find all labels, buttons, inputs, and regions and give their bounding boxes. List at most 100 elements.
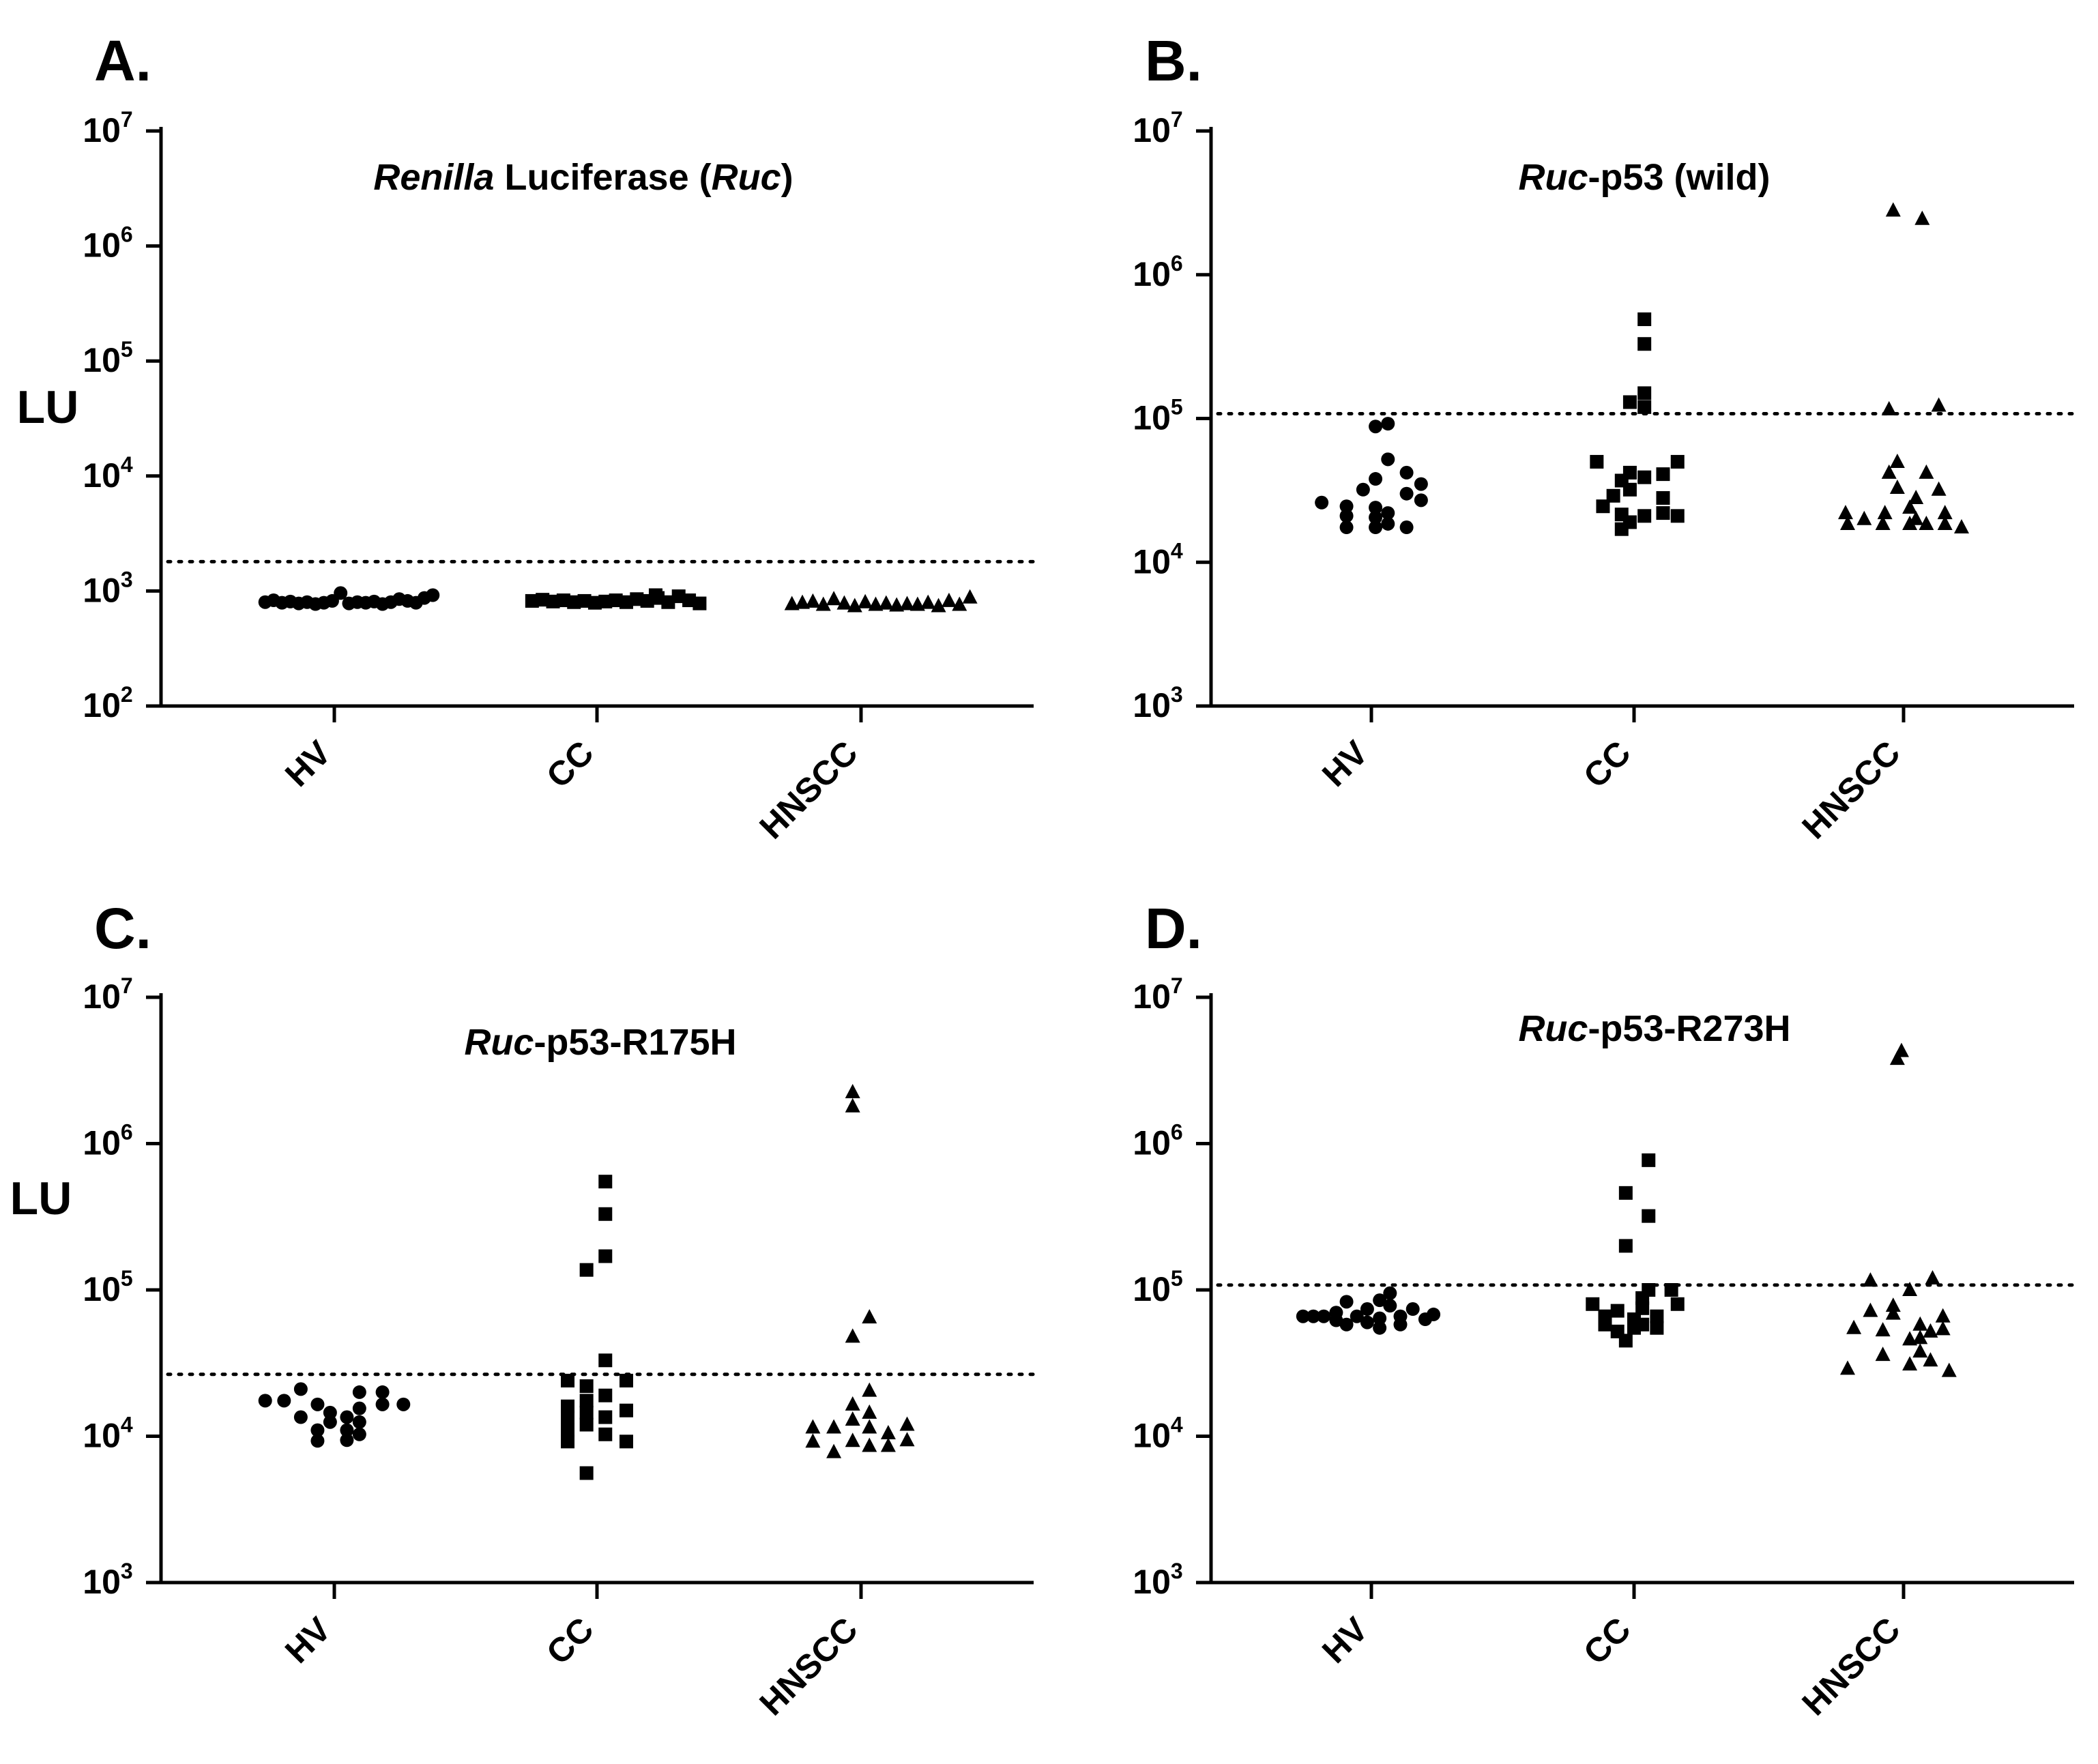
data-point-square (1642, 1283, 1656, 1297)
data-point-square (1637, 386, 1652, 400)
data-point-triangle (826, 591, 842, 606)
data-point-circle (293, 1382, 308, 1396)
data-point-square (1637, 337, 1652, 351)
y-tick-exponent: 6 (1171, 1120, 1183, 1145)
data-point-triangle (1937, 505, 1953, 520)
data-point-circle (1339, 520, 1354, 535)
data-point-square (579, 1394, 594, 1408)
data-point-circle (310, 1434, 325, 1448)
data-point-square (1650, 1321, 1664, 1335)
data-point-square (598, 1427, 613, 1441)
y-tick-base: 10 (83, 341, 121, 379)
data-point-circle (352, 1427, 366, 1441)
chart-panel-a: A.Renilla Luciferase (Ruc)LU102103104105… (17, 29, 1036, 846)
data-point-square (1586, 1297, 1600, 1311)
y-tick-base: 10 (83, 571, 121, 609)
data-point-square (1656, 491, 1670, 505)
data-point-square (561, 1373, 575, 1387)
data-point-square (525, 593, 539, 608)
y-tick-exponent: 3 (121, 567, 133, 591)
y-tick-label: 105 (83, 1266, 132, 1308)
data-point-circle (1339, 499, 1354, 514)
data-point-square (536, 593, 550, 607)
data-point-triangle (941, 592, 957, 607)
y-tick-label: 104 (1133, 538, 1183, 580)
y-tick-exponent: 7 (1171, 107, 1183, 132)
data-point-triangle (1893, 1042, 1909, 1057)
chart-title-italic1: Ruc (1518, 1008, 1588, 1049)
x-tick-label-cc: CC (1576, 1610, 1638, 1672)
data-point-square (1670, 1297, 1685, 1311)
y-tick-label: 107 (1133, 973, 1182, 1016)
data-point-circle (352, 1415, 366, 1429)
data-point-circle (1315, 495, 1329, 510)
data-point-circle (1373, 1321, 1387, 1335)
data-point-square (1635, 1317, 1650, 1332)
data-point-triangle (1931, 397, 1947, 412)
x-tick-label-hv: HV (278, 733, 338, 794)
chart-title-italic2: Ruc (712, 157, 781, 198)
y-tick-exponent: 5 (121, 1266, 133, 1291)
data-point-circle (340, 1423, 354, 1437)
data-point-circle (1405, 1302, 1420, 1317)
y-tick-label: 103 (1133, 1559, 1182, 1601)
y-tick-exponent: 3 (1171, 682, 1183, 707)
y-tick-base: 10 (83, 1563, 121, 1601)
data-point-triangle (836, 595, 852, 610)
data-point-square (619, 1435, 633, 1449)
data-point-square (1637, 470, 1652, 484)
data-point-square (693, 596, 707, 611)
x-tick-label-hv: HV (1315, 733, 1375, 794)
data-point-circle (1393, 1317, 1408, 1332)
data-point-circle (1373, 1311, 1387, 1325)
data-point-triangle (1875, 1347, 1891, 1362)
data-point-square (661, 595, 675, 609)
chart-title: Ruc-p53-R175H (464, 1022, 736, 1063)
series-cc (561, 1175, 633, 1480)
y-tick-exponent: 5 (121, 337, 133, 362)
data-point-circle (323, 1415, 337, 1429)
series-hv (258, 1382, 411, 1448)
data-point-square (609, 593, 623, 608)
data-point-triangle (1912, 1316, 1928, 1331)
data-point-square (648, 588, 662, 602)
data-point-circle (1360, 1302, 1374, 1317)
data-point-triangle (1941, 1362, 1957, 1377)
data-point-square (1618, 1334, 1633, 1348)
data-point-triangle (1931, 481, 1947, 496)
data-point-circle (1339, 1317, 1354, 1332)
data-point-triangle (1875, 515, 1891, 530)
data-point-triangle (858, 593, 873, 608)
y-tick-label: 106 (1133, 1120, 1182, 1162)
panel-letter: C. (94, 896, 151, 960)
data-point-triangle (920, 594, 936, 609)
data-point-triangle (1954, 519, 1970, 534)
data-point-circle (1296, 1309, 1310, 1323)
y-tick-exponent: 3 (121, 1559, 133, 1583)
panel-letter: D. (1145, 896, 1202, 960)
x-tick-label-cc: CC (539, 1610, 601, 1672)
data-point-circle (375, 1397, 390, 1411)
data-point-circle (310, 1397, 325, 1411)
data-point-triangle (845, 1396, 860, 1411)
data-point-triangle (1856, 510, 1872, 525)
data-point-square (561, 1399, 575, 1413)
chart-title-plain1: -p53-R273H (1588, 1008, 1790, 1049)
data-point-circle (1369, 420, 1383, 434)
data-point-triangle (889, 597, 905, 612)
data-point-circle (396, 1397, 411, 1411)
data-point-triangle (845, 1328, 860, 1343)
data-point-square (1637, 312, 1652, 327)
y-tick-base: 10 (83, 111, 121, 149)
y-tick-label: 103 (1133, 682, 1182, 724)
data-point-triangle (1919, 464, 1934, 479)
data-point-triangle (784, 596, 800, 611)
data-point-triangle (826, 1419, 842, 1434)
chart-title-italic1: Ruc (464, 1022, 534, 1063)
y-tick-base: 10 (83, 456, 121, 495)
series-hnscc (1837, 202, 1970, 534)
data-point-circle (352, 1401, 366, 1415)
data-point-triangle (1889, 479, 1905, 494)
data-point-triangle (1925, 1270, 1940, 1285)
